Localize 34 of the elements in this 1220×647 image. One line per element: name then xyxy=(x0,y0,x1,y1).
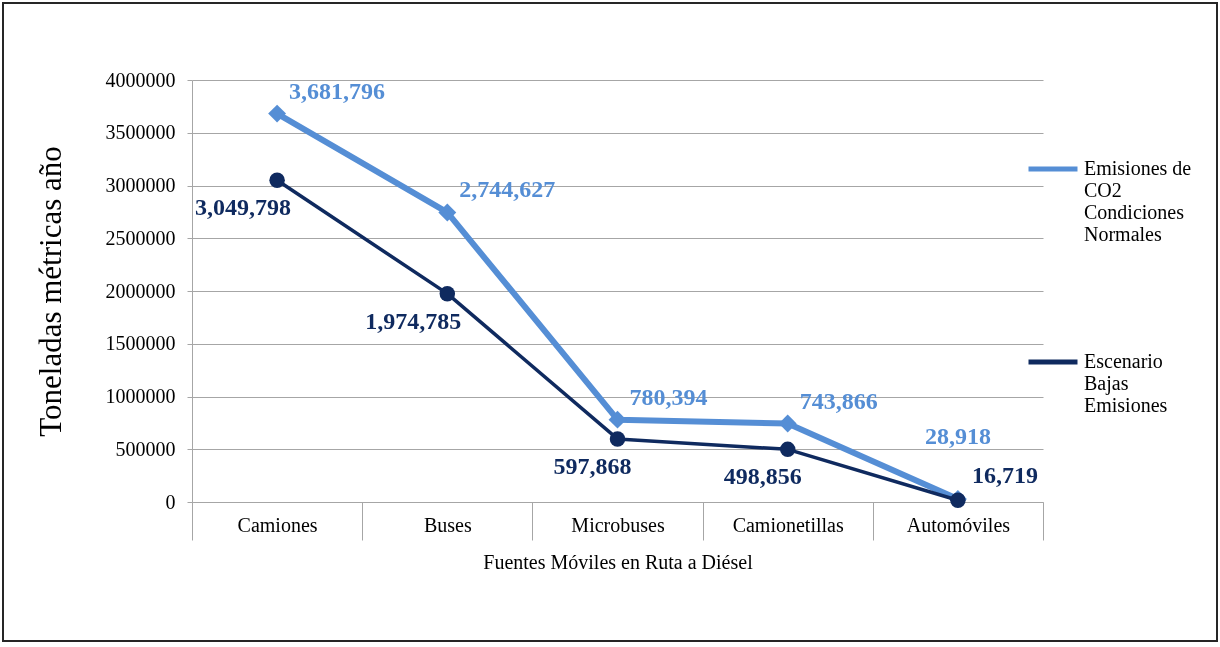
y-tick-label: 1500000 xyxy=(105,332,176,355)
data-label: 16,719 xyxy=(971,462,1038,489)
x-tick-label: Automóviles xyxy=(906,513,1011,536)
data-label: 597,868 xyxy=(553,452,632,479)
y-axis-title: Toneladas métricas año xyxy=(32,146,68,437)
point xyxy=(268,104,287,123)
point xyxy=(438,203,457,222)
legend-label: Escenario Bajas Emisiones xyxy=(1084,350,1168,416)
data-label: 3,049,798 xyxy=(195,194,292,221)
y-tick-label: 3500000 xyxy=(105,121,176,144)
data-label: 780,394 xyxy=(629,383,708,410)
data-label: 743,866 xyxy=(799,387,878,414)
x-tick-label: Camiones xyxy=(237,513,318,536)
y-tick-label: 3000000 xyxy=(105,174,176,196)
data-label: 1,974,785 xyxy=(365,307,462,334)
point xyxy=(779,441,796,458)
legend-label: Emisiones de CO2 Condiciones Normales xyxy=(1084,157,1192,245)
data-label: 28,918 xyxy=(924,422,991,449)
data-label: 3,681,796 xyxy=(289,77,386,104)
y-tick-label: 2500000 xyxy=(105,226,176,249)
point xyxy=(439,285,456,302)
x-tick-label: Microbuses xyxy=(571,513,665,536)
x-tick-label: Camionetillas xyxy=(732,513,844,536)
y-tick-label: 1000000 xyxy=(105,385,176,407)
y-tick-label: 4000000 xyxy=(105,68,176,91)
y-tick-label: 0 xyxy=(165,490,176,513)
data-label: 498,856 xyxy=(723,463,802,490)
y-tick-label: 500000 xyxy=(115,437,176,460)
x-axis-title: Fuentes Móviles en Ruta a Diésel xyxy=(483,551,754,573)
y-tick-label: 2000000 xyxy=(105,279,176,302)
point xyxy=(269,172,285,188)
x-tick-label: Buses xyxy=(423,513,472,536)
data-label: 2,744,627 xyxy=(459,176,556,203)
point xyxy=(609,431,626,447)
